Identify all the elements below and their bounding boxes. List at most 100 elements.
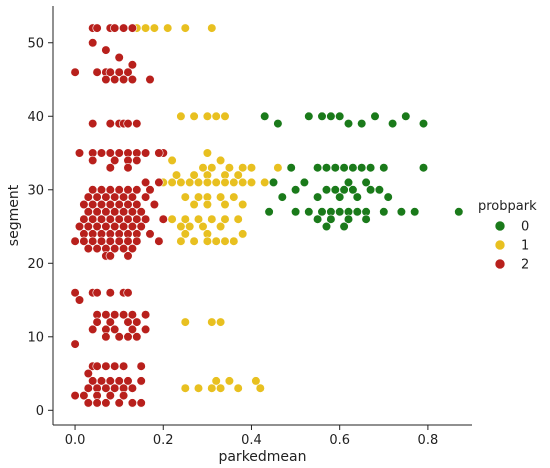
legend: probpark 0 1 2 — [478, 199, 537, 273]
point-series-1-74 — [211, 376, 221, 386]
point-series-2-157 — [83, 383, 93, 393]
point-series-0-47 — [379, 207, 389, 217]
point-series-2-4 — [118, 23, 129, 33]
point-series-1-51 — [233, 214, 243, 224]
point-series-1-42 — [189, 199, 199, 210]
point-series-2-127 — [118, 310, 129, 320]
point-series-1-50 — [220, 214, 230, 224]
point-series-1-21 — [189, 170, 199, 180]
point-series-1-16 — [224, 163, 234, 173]
point-series-2-146 — [101, 361, 111, 371]
point-series-1-53 — [185, 221, 195, 232]
point-series-0-40 — [304, 207, 314, 217]
point-series-2-128 — [127, 310, 137, 320]
point-series-0-11 — [418, 118, 429, 129]
point-series-2-66 — [149, 199, 159, 210]
point-series-0-52 — [326, 214, 336, 224]
point-series-1-5 — [207, 23, 217, 33]
point-series-0-12 — [286, 163, 296, 173]
point-series-2-169 — [92, 398, 102, 408]
point-series-2-3 — [110, 23, 120, 33]
point-series-2-50 — [132, 185, 142, 195]
point-series-2-89 — [127, 221, 137, 232]
point-series-1-17 — [238, 163, 248, 173]
point-series-0-4 — [326, 111, 336, 121]
point-series-0-16 — [339, 163, 349, 173]
point-series-1-13 — [216, 155, 226, 165]
point-series-2-65 — [132, 199, 142, 210]
point-series-0-48 — [396, 207, 407, 217]
point-series-1-7 — [189, 111, 199, 121]
point-series-2-168 — [83, 398, 93, 408]
point-series-1-66 — [207, 317, 217, 327]
point-series-1-2 — [149, 23, 159, 33]
point-series-0-18 — [357, 163, 367, 173]
point-series-2-84 — [83, 221, 93, 232]
point-series-2-145 — [92, 361, 102, 371]
point-series-1-37 — [180, 192, 190, 202]
point-series-2-160 — [110, 383, 120, 393]
y-tick-label-1: 10 — [27, 330, 44, 345]
point-series-0-43 — [335, 207, 345, 217]
point-series-1-35 — [246, 177, 257, 187]
point-series-2-88 — [118, 221, 129, 232]
point-series-2-67 — [83, 207, 93, 217]
point-series-2-167 — [118, 391, 129, 401]
point-series-1-73 — [255, 383, 265, 393]
point-series-1-4 — [180, 23, 190, 33]
point-series-0-24 — [343, 177, 354, 187]
point-series-2-170 — [101, 398, 111, 408]
point-series-1-30 — [202, 177, 212, 187]
point-series-2-37 — [110, 155, 120, 165]
point-series-2-119 — [92, 288, 102, 298]
axes-layer — [52, 6, 472, 426]
point-series-1-11 — [167, 155, 177, 165]
point-series-1-46 — [167, 214, 177, 224]
point-series-2-103 — [105, 236, 115, 246]
point-series-2-25 — [132, 118, 142, 129]
point-series-2-9 — [70, 67, 80, 77]
point-series-2-140 — [114, 332, 124, 342]
x-tick-label-2: 0.4 — [241, 433, 262, 448]
legend-entries: 0 1 2 — [494, 220, 529, 273]
point-series-2-10 — [92, 67, 102, 77]
point-series-1-8 — [202, 111, 212, 121]
point-series-2-115 — [105, 251, 115, 261]
point-series-0-41 — [317, 207, 327, 217]
point-series-1-34 — [238, 177, 248, 187]
point-series-0-45 — [352, 207, 362, 217]
point-series-2-150 — [83, 368, 93, 379]
point-series-2-136 — [110, 324, 120, 335]
point-series-1-41 — [229, 192, 239, 202]
point-series-0-17 — [348, 163, 358, 173]
point-series-2-159 — [101, 383, 111, 393]
point-series-1-62 — [211, 236, 221, 246]
point-series-2-123 — [74, 295, 85, 305]
y-tick-label-0: 0 — [36, 404, 44, 419]
point-series-1-56 — [180, 229, 190, 239]
point-series-0-36 — [352, 192, 362, 202]
point-series-2-70 — [110, 207, 120, 217]
point-series-2-134 — [88, 324, 98, 335]
point-series-2-131 — [105, 317, 115, 327]
point-series-2-42 — [123, 163, 133, 173]
point-series-0-56 — [339, 221, 349, 232]
point-series-2-69 — [101, 207, 111, 217]
point-series-0-31 — [366, 185, 376, 195]
point-series-1-61 — [202, 236, 212, 246]
point-series-1-3 — [163, 23, 173, 33]
point-series-2-173 — [136, 398, 146, 408]
point-series-2-125 — [101, 310, 111, 320]
x-tick-label-0: 0.0 — [65, 433, 86, 448]
point-series-1-31 — [211, 177, 221, 187]
point-series-1-1 — [141, 23, 151, 33]
point-series-1-28 — [185, 177, 195, 187]
point-series-0-27 — [321, 185, 332, 195]
point-series-2-102 — [96, 236, 107, 246]
point-series-0-9 — [388, 118, 398, 129]
point-series-2-100 — [79, 236, 89, 246]
point-series-0-20 — [379, 163, 389, 173]
point-series-2-149 — [136, 361, 146, 371]
point-series-2-111 — [110, 244, 120, 254]
x-ticks: 0.0 0.2 0.4 0.6 0.8 — [65, 425, 438, 448]
